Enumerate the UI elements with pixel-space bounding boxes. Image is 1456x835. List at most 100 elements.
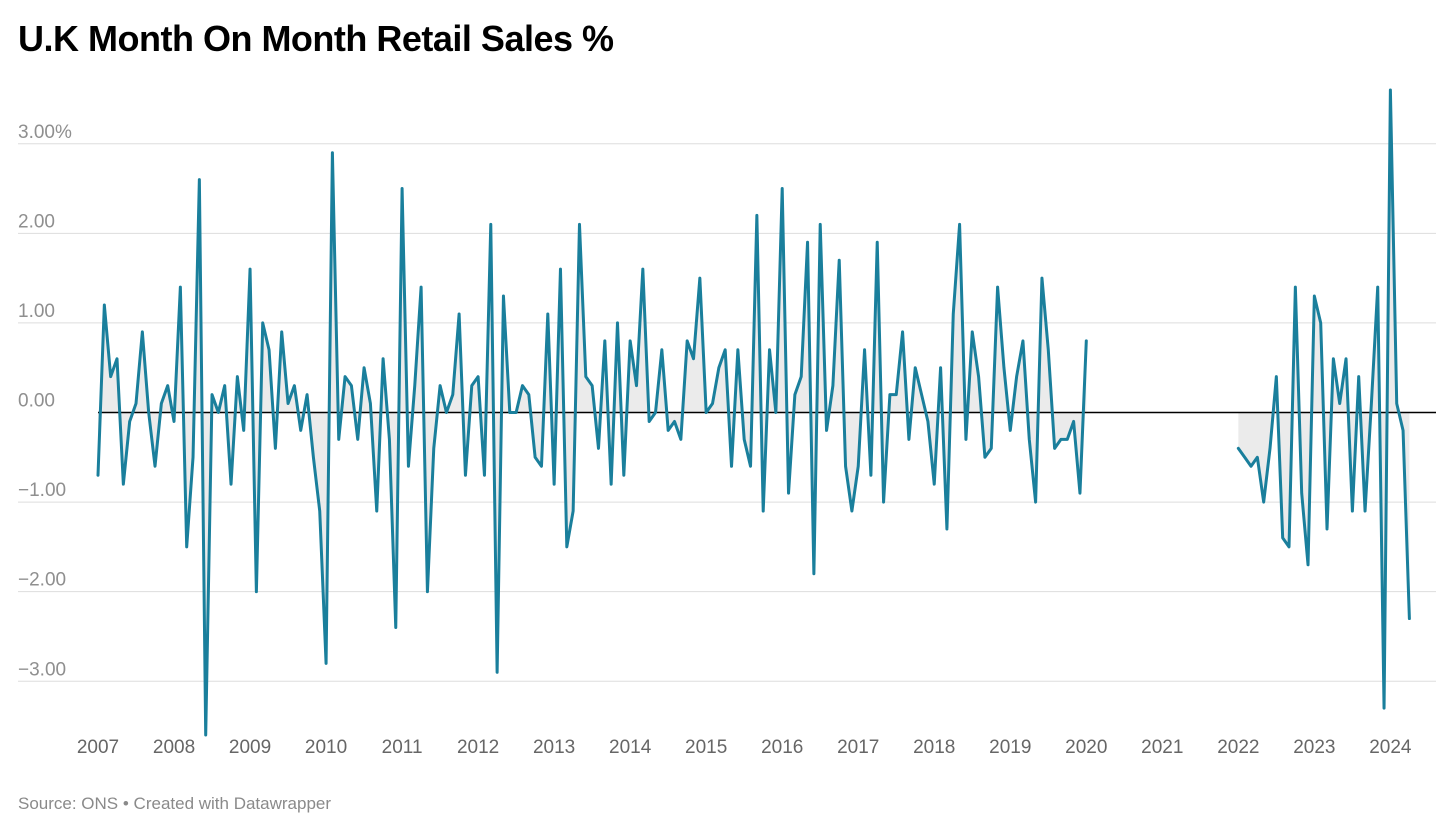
- data-point: [557, 266, 563, 272]
- data-point: [741, 436, 747, 442]
- data-point: [608, 481, 614, 487]
- data-point: [380, 356, 386, 362]
- data-point: [1071, 418, 1077, 424]
- data-point: [1058, 436, 1064, 442]
- data-point: [209, 392, 215, 398]
- data-point: [1026, 436, 1032, 442]
- data-point: [906, 436, 912, 442]
- data-point: [798, 374, 804, 380]
- data-point: [317, 508, 323, 514]
- data-point: [1007, 427, 1013, 433]
- data-point: [1280, 535, 1286, 541]
- data-point: [849, 508, 855, 514]
- data-point: [507, 410, 513, 416]
- data-point: [1045, 347, 1051, 353]
- data-point: [469, 383, 475, 389]
- data-point: [640, 266, 646, 272]
- data-point: [279, 329, 285, 335]
- data-point: [722, 347, 728, 353]
- data-point: [950, 311, 956, 317]
- data-point: [291, 383, 297, 389]
- data-point: [1356, 374, 1362, 380]
- data-point: [1394, 401, 1400, 407]
- data-point: [887, 392, 893, 398]
- x-tick-label: 2013: [533, 737, 575, 758]
- data-point: [526, 392, 532, 398]
- data-point: [786, 490, 792, 496]
- x-tick-label: 2012: [457, 737, 499, 758]
- data-point: [760, 508, 766, 514]
- data-point: [614, 320, 620, 326]
- data-point: [329, 150, 335, 156]
- data-point: [988, 445, 994, 451]
- data-point: [1324, 526, 1330, 532]
- data-point: [659, 347, 665, 353]
- data-point: [773, 410, 779, 416]
- x-tick-label: 2016: [761, 737, 803, 758]
- data-point: [443, 410, 449, 416]
- data-point: [919, 392, 925, 398]
- data-point: [114, 356, 120, 362]
- data-point: [139, 329, 145, 335]
- data-point: [1375, 284, 1381, 290]
- data-point: [1235, 445, 1241, 451]
- area-fill: [98, 152, 1087, 735]
- data-point: [1362, 508, 1368, 514]
- data-point: [1039, 275, 1045, 281]
- y-tick-label: 3.00%: [18, 122, 72, 143]
- data-point: [348, 383, 354, 389]
- data-point: [583, 374, 589, 380]
- data-point: [374, 508, 380, 514]
- data-point: [342, 374, 348, 380]
- data-point: [672, 418, 678, 424]
- data-point: [938, 365, 944, 371]
- data-point: [912, 365, 918, 371]
- data-point: [196, 177, 202, 183]
- data-point: [653, 410, 659, 416]
- data-point: [133, 401, 139, 407]
- data-point: [703, 410, 709, 416]
- data-point: [868, 472, 874, 478]
- data-point: [836, 257, 842, 263]
- x-tick-label: 2021: [1141, 737, 1183, 758]
- x-axis-ticks: 2007 2008 2009 2010 2011 2012 2013 2014 2015 2016…: [77, 737, 1412, 758]
- y-tick-label: −2.00: [18, 570, 66, 591]
- data-point: [367, 401, 373, 407]
- x-tick-label: 2010: [305, 737, 347, 758]
- data-point: [551, 481, 557, 487]
- data-point: [748, 463, 754, 469]
- data-point: [336, 436, 342, 442]
- data-point: [405, 463, 411, 469]
- data-point: [1083, 338, 1089, 344]
- data-point: [576, 221, 582, 227]
- data-point: [108, 374, 114, 380]
- y-tick-label: 2.00: [18, 211, 55, 232]
- data-point: [1311, 293, 1317, 299]
- data-point: [1286, 544, 1292, 550]
- data-point: [519, 383, 525, 389]
- data-point: [1330, 356, 1336, 362]
- x-tick-label: 2020: [1065, 737, 1107, 758]
- data-point: [272, 445, 278, 451]
- x-tick-label: 2008: [153, 737, 195, 758]
- data-point: [855, 463, 861, 469]
- data-point: [253, 589, 259, 595]
- data-point: [925, 418, 931, 424]
- data-point: [1305, 562, 1311, 568]
- data-point: [862, 347, 868, 353]
- data-point: [570, 508, 576, 514]
- data-point: [266, 347, 272, 353]
- x-tick-label: 2019: [989, 737, 1031, 758]
- y-tick-label: 0.00: [18, 391, 55, 412]
- y-axis-ticks: 3.00% 2.00 1.00 0.00 −1.00 −2.00 −3.00: [18, 122, 72, 681]
- data-point: [310, 454, 316, 460]
- data-point: [1400, 427, 1406, 433]
- x-tick-label: 2011: [382, 737, 423, 758]
- data-point: [1406, 616, 1412, 622]
- data-point: [963, 436, 969, 442]
- data-point: [1337, 401, 1343, 407]
- data-point: [260, 320, 266, 326]
- data-point: [228, 481, 234, 487]
- data-point: [792, 392, 798, 398]
- data-point: [1001, 365, 1007, 371]
